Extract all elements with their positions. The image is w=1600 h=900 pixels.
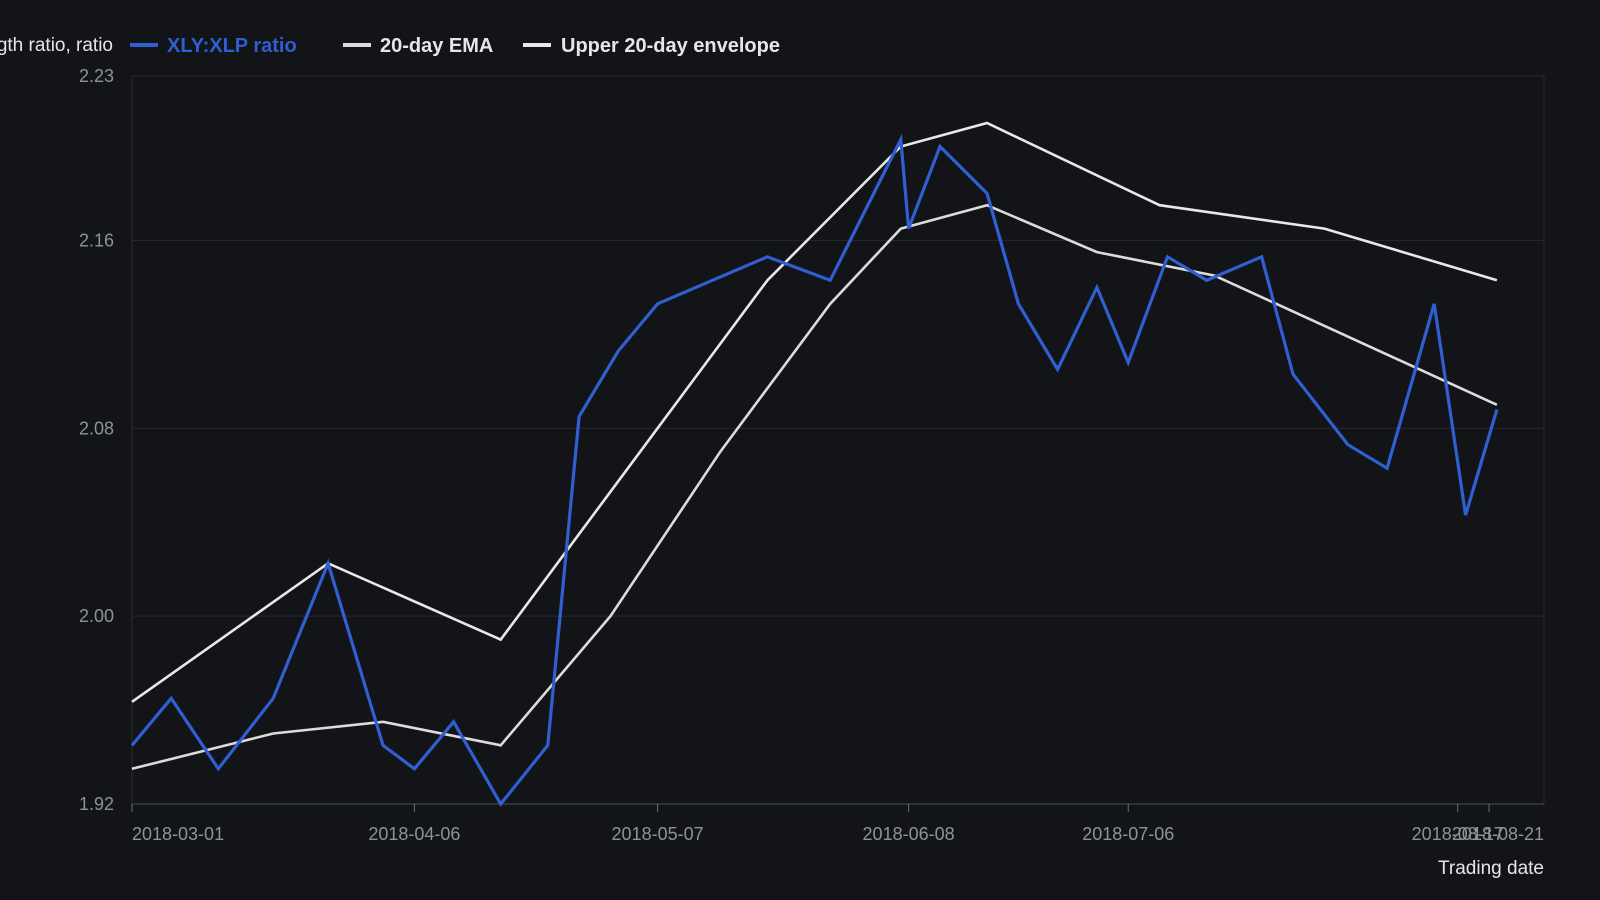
series-line-xly-xlp-ratio[interactable]: [130, 133, 1499, 807]
y-tick-label: 2.08: [79, 418, 114, 438]
legend: gth ratio, ratio XLY:XLP ratio 20-day EM…: [0, 35, 780, 57]
x-tick-label: 2018-06-08: [863, 824, 955, 844]
legend-swatch-xly-xlp-ratio: [130, 43, 158, 47]
legend-swatch-upper-envelope: [523, 43, 551, 47]
series-layer: [130, 121, 1499, 807]
legend-item-xly-xlp-ratio[interactable]: XLY:XLP ratio: [130, 35, 297, 57]
legend-label-upper-envelope: Upper 20-day envelope: [561, 35, 780, 57]
series-line-upper-20-day-envelope[interactable]: [131, 121, 1498, 703]
x-tick-label: 2018-04-06: [368, 824, 460, 844]
x-axis-label: Trading date: [1438, 858, 1544, 879]
x-tick-label: 2018-05-07: [612, 824, 704, 844]
x-tick-label: 2018-07-06: [1082, 824, 1174, 844]
legend-item-20-day-ema[interactable]: 20-day EMA: [343, 35, 493, 57]
legend-label-xly-xlp-ratio: XLY:XLP ratio: [167, 35, 297, 57]
legend-item-upper-envelope[interactable]: Upper 20-day envelope: [523, 35, 780, 57]
legend-label-20-day-ema: 20-day EMA: [380, 35, 493, 57]
series-line-20-day-ema[interactable]: [131, 203, 1498, 771]
y-tick-label: 2.23: [79, 66, 114, 86]
x-tick-label: 2018-08-21: [1452, 824, 1544, 844]
grid-layer: [131, 75, 1545, 805]
plot-frame: [131, 75, 1545, 805]
x-tick-label: 2018-08-17: [1412, 824, 1504, 844]
y-tick-label: 1.92: [79, 794, 114, 814]
y-tick-label: 2.00: [79, 606, 114, 626]
y-axis-label: gth ratio, ratio: [0, 35, 113, 56]
x-tick-label: 2018-03-01: [132, 824, 224, 844]
axis-layer: 2.23 2.16 2.08 2.00 1.92 2018-03-01 2018-04-06…: [79, 66, 1544, 844]
legend-swatch-20-day-ema: [343, 43, 371, 47]
y-tick-label: 2.16: [79, 230, 114, 250]
